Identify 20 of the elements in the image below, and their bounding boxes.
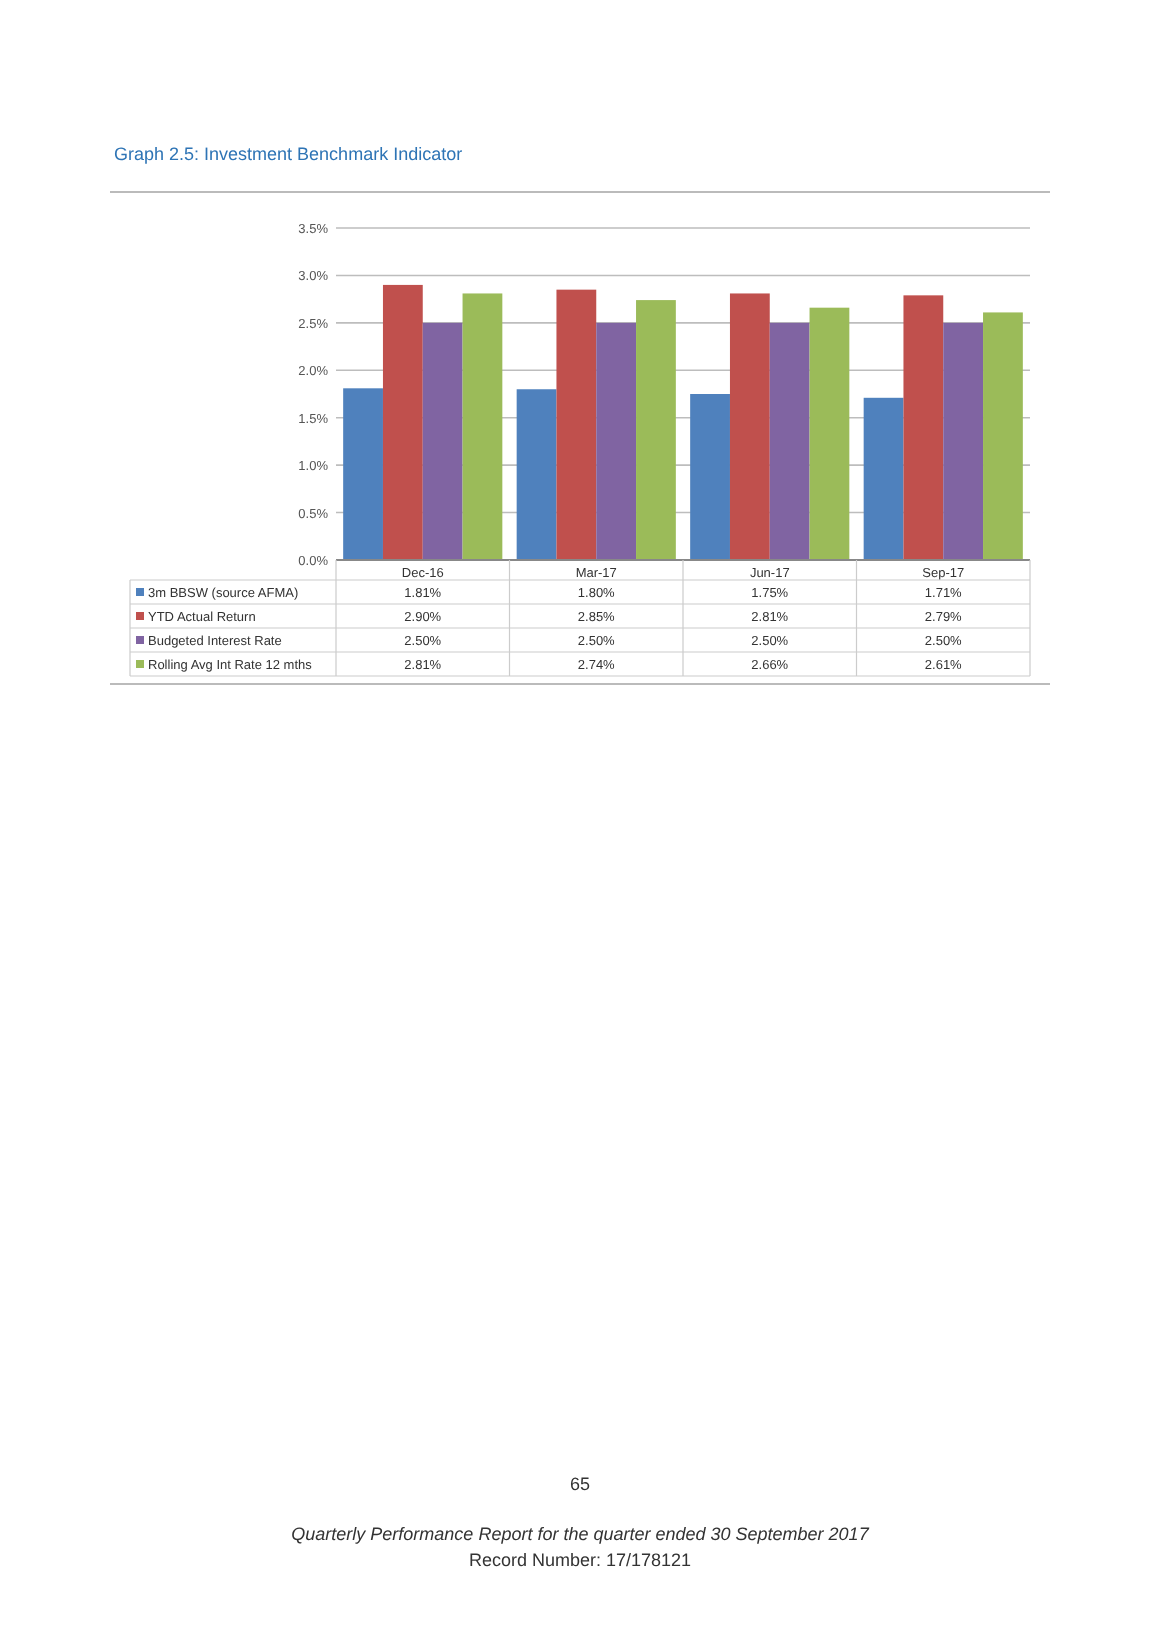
bar [382,284,423,560]
bar [343,388,383,560]
bar [903,295,944,560]
bar [422,322,463,560]
bar [769,322,810,560]
bar [596,322,637,560]
bar [516,389,557,560]
bar [462,293,503,560]
bar [943,322,984,560]
bar [636,300,676,560]
bar [729,293,770,560]
bar [863,397,904,560]
bar [690,394,730,560]
text: Record Number: 17/178121 [468,1550,692,1570]
bar [809,307,850,560]
chart-title: Graph 2.5: Investment Benchmark Indicator [114,144,463,164]
bar [983,312,1023,560]
bar [556,289,597,560]
text: 65 [569,1474,591,1494]
text: Quarterly Performance Report for the quarter ended 30 September 2017 [291,1524,871,1544]
